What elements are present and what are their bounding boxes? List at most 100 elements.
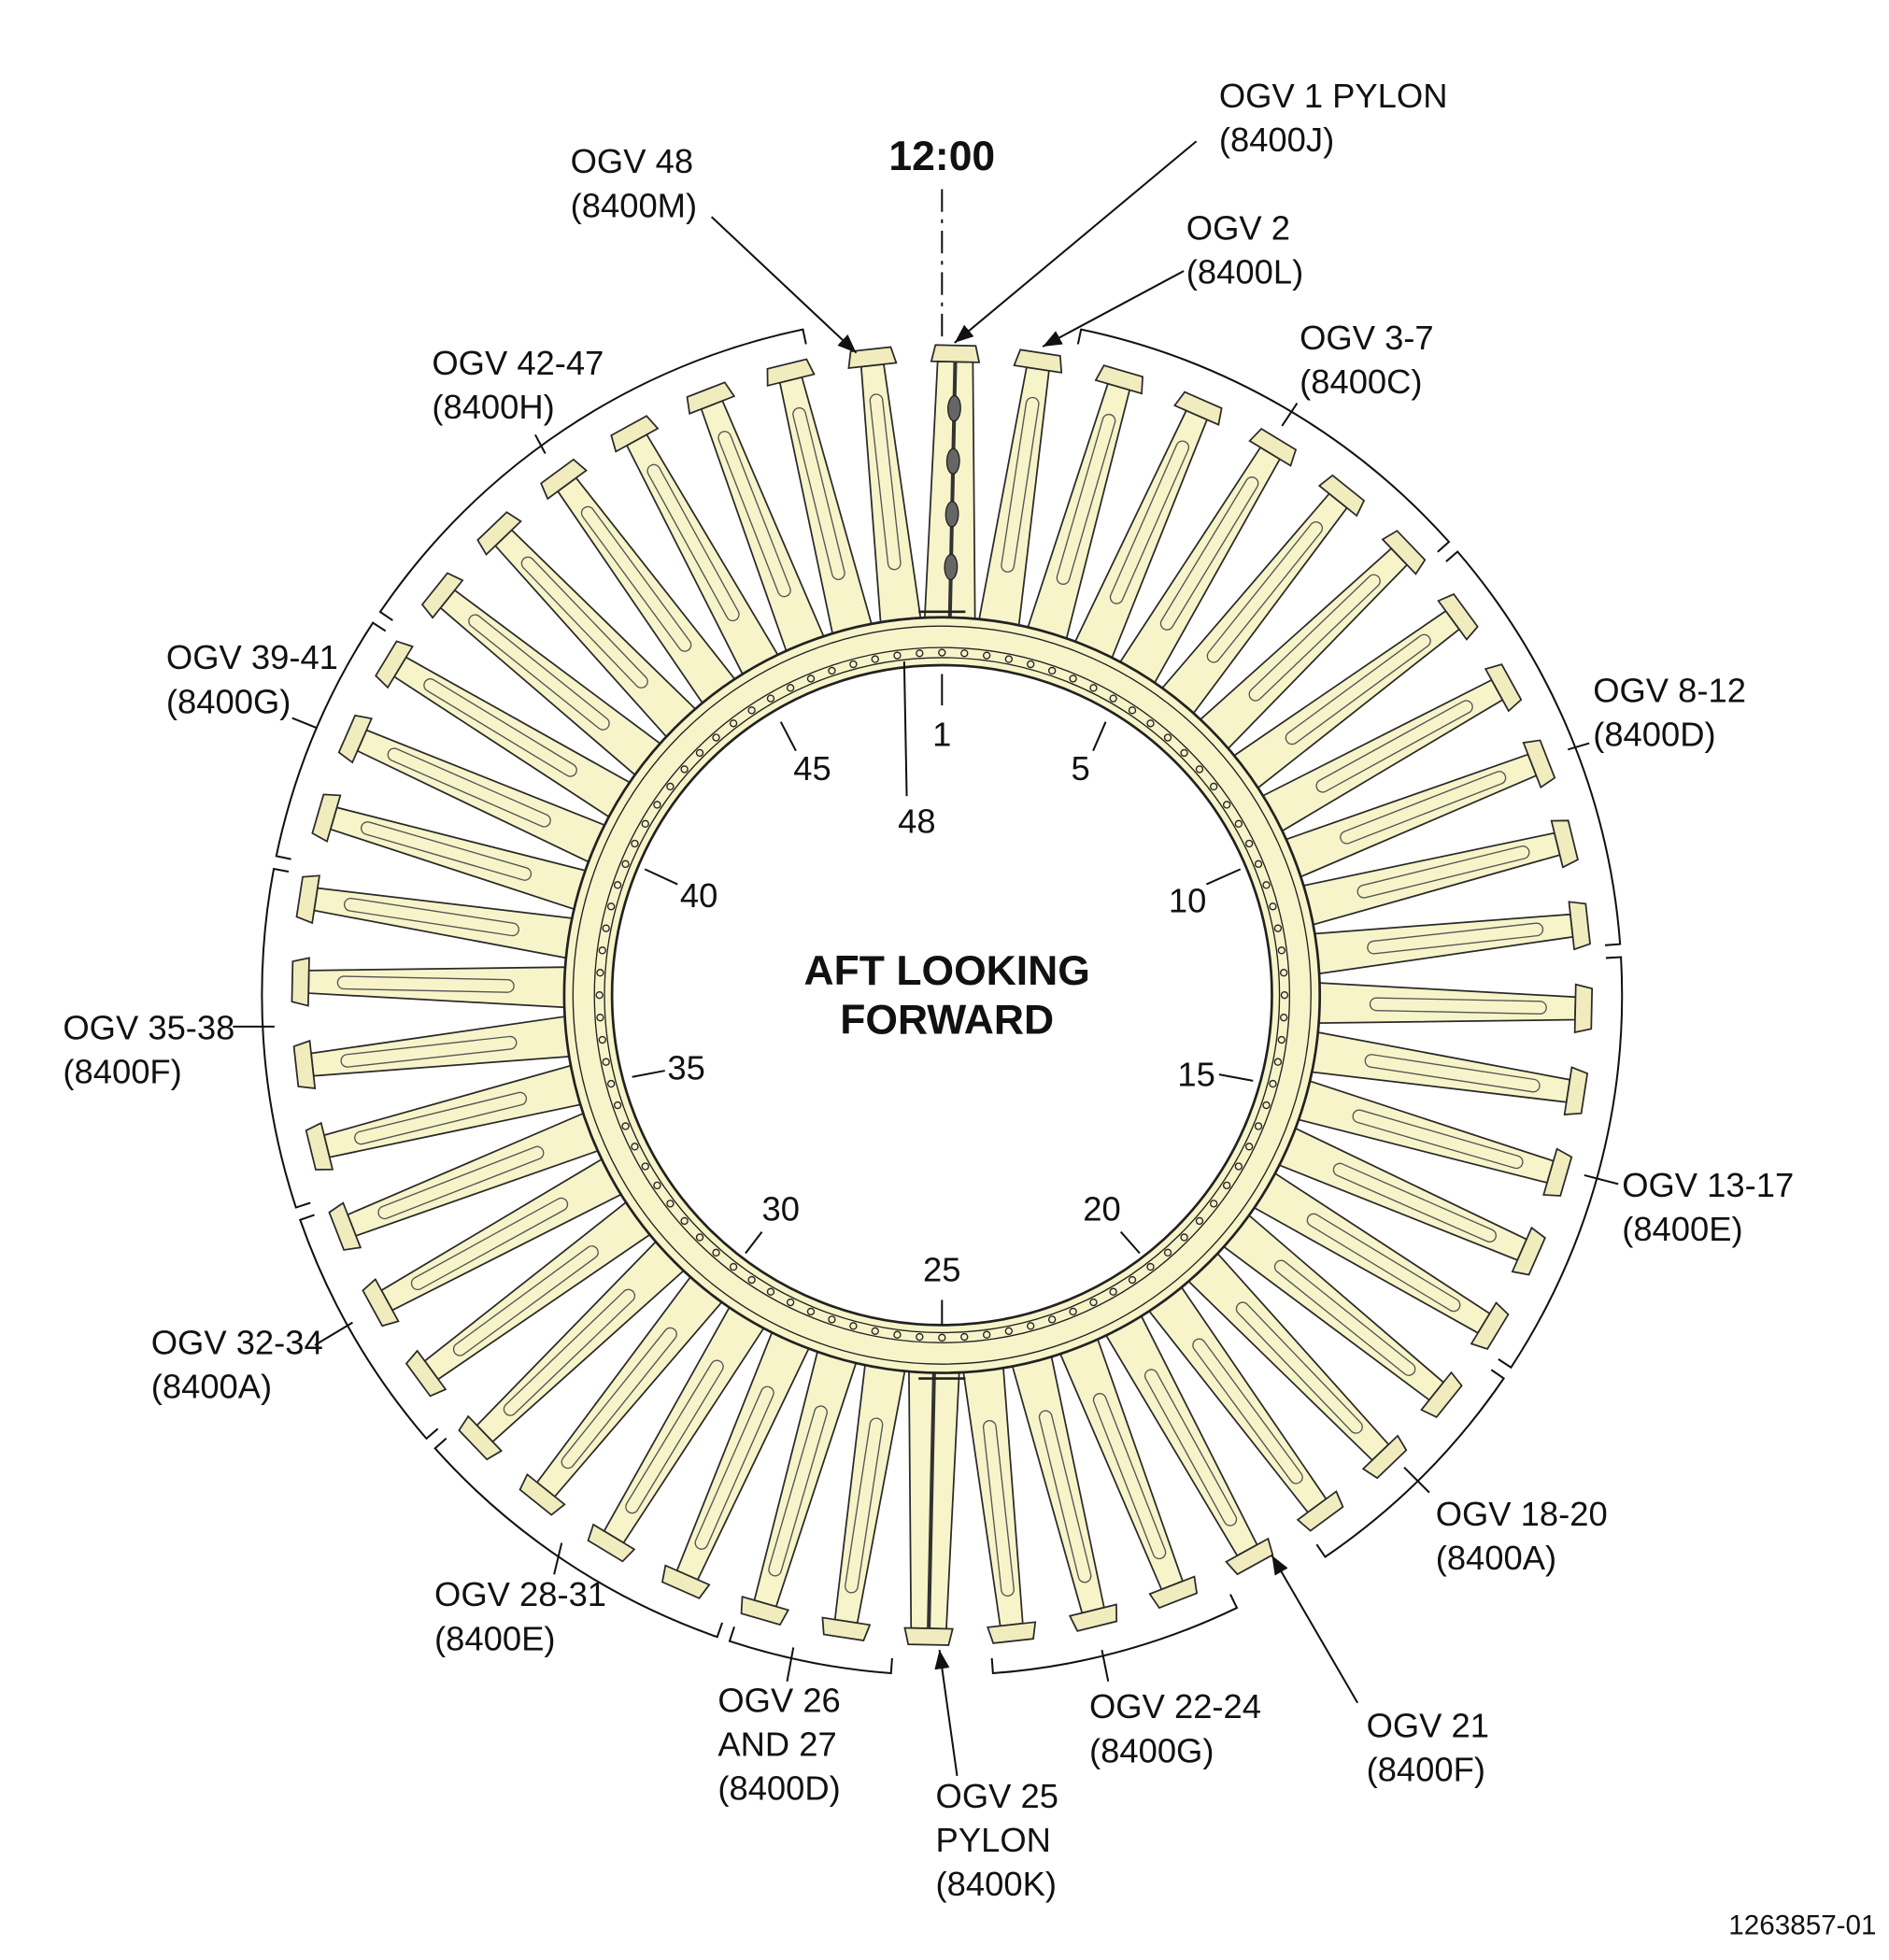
bolt: [1004, 1327, 1014, 1335]
leader-line: [291, 717, 319, 730]
vane-slot: [452, 1245, 599, 1356]
vane: [291, 957, 569, 1009]
vane: [1117, 427, 1298, 686]
vane-slot: [1306, 1213, 1461, 1313]
callout-text: (8400L): [1186, 253, 1303, 291]
group-bracket: [261, 867, 311, 1209]
bolt: [695, 1233, 704, 1242]
bolt: [1222, 1181, 1231, 1190]
vane-slot: [1109, 440, 1190, 604]
callout-text: OGV 35-38: [63, 1009, 234, 1047]
vane-slot: [982, 1420, 1015, 1598]
vane-slot: [625, 1359, 724, 1514]
view-label: FORWARD: [840, 998, 1054, 1044]
vanes: [291, 344, 1594, 1646]
group-bracket: [990, 1594, 1239, 1675]
vane-slot: [1143, 1369, 1238, 1527]
callout-text: OGV 2: [1186, 209, 1290, 248]
vane-tip: [987, 1621, 1037, 1644]
group-bracket: [433, 1437, 724, 1639]
ring-edge: [572, 625, 1312, 1365]
vane: [610, 415, 780, 677]
bolt: [982, 651, 991, 660]
bolt: [871, 1327, 879, 1335]
vane-tip: [1361, 1434, 1408, 1480]
group-bracket: [378, 328, 807, 621]
position-leader: [1218, 1073, 1254, 1082]
position-number: 1: [932, 715, 951, 753]
bolt: [1262, 881, 1271, 889]
leader-line: [934, 1649, 959, 1777]
bolt: [1109, 1287, 1117, 1296]
bolt: [653, 801, 661, 809]
callout-text: PYLON: [936, 1821, 1051, 1859]
vane-tip: [311, 793, 342, 843]
bolt: [666, 782, 675, 791]
bolt: [849, 1322, 858, 1330]
bolt: [1109, 694, 1117, 703]
vane-tip: [337, 714, 373, 764]
vane: [1259, 663, 1523, 833]
vane-tip: [903, 1626, 954, 1646]
bolt: [766, 1287, 775, 1296]
bolt: [1146, 719, 1155, 728]
bolt: [1128, 1275, 1137, 1285]
bolt: [1244, 839, 1254, 848]
bolt: [893, 1330, 902, 1339]
bolt: [1210, 1200, 1218, 1208]
ring-edge: [593, 646, 1291, 1343]
vane-tip: [1173, 391, 1223, 426]
bolt: [1279, 1013, 1288, 1022]
vane-tip: [1317, 474, 1366, 518]
bolt: [680, 765, 689, 774]
vane-tip: [847, 346, 898, 370]
vane-slot: [1248, 574, 1381, 702]
bolt: [1262, 1101, 1271, 1110]
callout-text: OGV 48: [571, 142, 693, 180]
callout-text: (8400K): [936, 1865, 1057, 1903]
bolt: [666, 1200, 675, 1208]
bolt: [786, 684, 795, 692]
vane-tip: [587, 1523, 636, 1563]
vane-tip: [405, 1349, 447, 1398]
callout-text: (8400G): [1089, 1731, 1214, 1769]
leader-line: [1584, 1173, 1619, 1186]
pylon-hole: [944, 501, 959, 528]
bolt: [680, 1216, 689, 1226]
bolt: [1163, 1248, 1172, 1257]
vane: [1309, 1030, 1589, 1116]
bolt: [1222, 801, 1231, 809]
vane-tip: [1094, 364, 1143, 395]
bolt: [828, 1315, 836, 1324]
vane: [1315, 982, 1594, 1034]
vane-tip: [821, 1616, 872, 1641]
vane-slot: [768, 1405, 828, 1577]
position-number: 25: [923, 1250, 960, 1288]
vane-tip: [1568, 901, 1591, 951]
position-number: 5: [1071, 749, 1089, 788]
bolt: [712, 733, 720, 742]
position-number: 30: [762, 1190, 800, 1229]
vane-slot: [1092, 1393, 1167, 1560]
vane-tip: [1420, 1371, 1463, 1418]
vane-body: [961, 1365, 1024, 1627]
bolt: [1180, 748, 1188, 758]
vane-slot: [468, 614, 610, 731]
pylon-hole: [944, 553, 959, 581]
vane-tip: [930, 344, 981, 363]
group-bracket: [299, 1214, 439, 1441]
pylon-hole: [947, 394, 961, 422]
vane-slot: [561, 1327, 677, 1470]
vane: [847, 346, 922, 626]
bolt: [1234, 819, 1243, 829]
vane-tip: [295, 874, 320, 925]
callout-text: (8400M): [571, 186, 697, 224]
vane-tip: [686, 381, 736, 415]
vane-slot: [717, 431, 791, 598]
vane-tip: [1225, 1537, 1274, 1576]
vane-slot: [1192, 1338, 1303, 1484]
callout-text: OGV 26: [717, 1681, 840, 1719]
vane-slot: [1001, 396, 1040, 573]
bolt: [938, 1333, 946, 1342]
bolt: [982, 1330, 991, 1339]
